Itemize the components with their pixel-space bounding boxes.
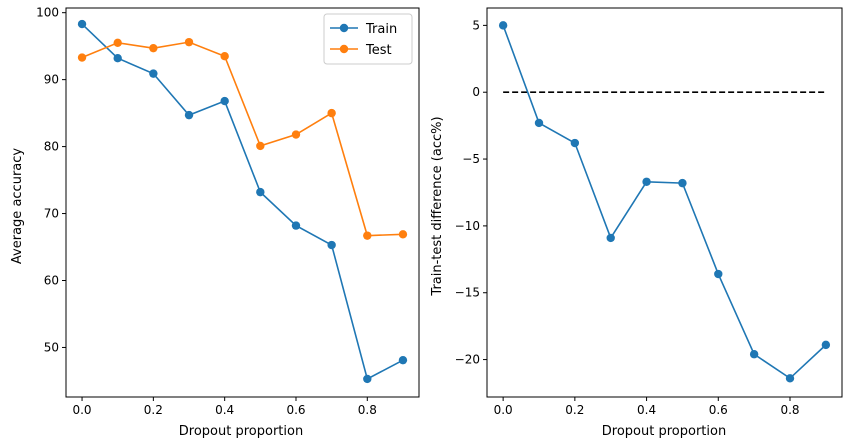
accuracy-x-tick-label: 0.8: [358, 403, 377, 417]
difference-y-tick-label: 5: [472, 18, 480, 32]
accuracy-y-tick-label: 50: [44, 340, 59, 354]
difference-difference-point: [498, 21, 508, 30]
accuracy-y-tick-label: 100: [36, 6, 59, 20]
accuracy-train-point: [184, 110, 194, 120]
difference-difference-point: [642, 177, 651, 186]
accuracy-test-point: [77, 53, 87, 62]
accuracy-train-point: [363, 374, 372, 384]
difference-plot-area: 0.0 0.2 0.4 0.6 0.8 5 0 −5 −10 −15 −20: [455, 7, 843, 417]
accuracy-test-point: [220, 52, 229, 61]
accuracy-train-point: [149, 69, 158, 78]
accuracy-y-tick-label: 70: [44, 207, 59, 221]
difference-y-tick-label: −5: [462, 152, 480, 166]
accuracy-x-tick-label: 0.2: [144, 403, 163, 417]
difference-difference-point: [785, 374, 795, 383]
accuracy-y-tick-label: 60: [44, 274, 59, 288]
accuracy-train-line: [81, 23, 404, 381]
accuracy-x-tick-label: 0.4: [215, 403, 234, 417]
difference-difference-point: [714, 269, 723, 279]
accuracy-train-point: [77, 19, 87, 29]
accuracy-test-point: [327, 108, 336, 118]
difference-x-tick-label: 0.4: [637, 403, 656, 417]
difference-difference-line: [502, 25, 827, 380]
accuracy-plot-area: 0.0 0.2 0.4 0.6 0.8 50 60 70 80 90 100: [36, 6, 420, 417]
accuracy-test-point: [149, 43, 158, 53]
difference-y-tick-label: −10: [455, 219, 480, 233]
accuracy-train-point: [291, 221, 301, 230]
legend-test-label: Test: [365, 43, 392, 58]
difference-difference-point: [821, 340, 831, 350]
accuracy-train-point: [327, 240, 336, 250]
accuracy-legend: Train Test: [323, 13, 413, 65]
difference-y-tick-label: −20: [455, 353, 480, 367]
difference-x-tick-label: 0.6: [709, 403, 728, 417]
accuracy-train-point: [256, 187, 265, 197]
legend-train-label: Train: [365, 22, 397, 37]
difference-difference-point: [534, 118, 544, 128]
accuracy-y-tick-label: 90: [44, 73, 59, 87]
difference-y-tick-label: −15: [455, 286, 480, 300]
accuracy-train-point: [113, 54, 122, 63]
difference-axes-frame: [486, 7, 843, 398]
accuracy-y-axis-label: Average accuracy: [10, 148, 25, 264]
accuracy-train-point: [220, 96, 229, 106]
accuracy-test-point: [291, 130, 301, 139]
accuracy-test-point: [256, 141, 265, 151]
difference-x-tick-label: 0.0: [494, 403, 513, 417]
difference-x-tick-label: 0.2: [565, 403, 584, 417]
accuracy-test-point: [113, 38, 122, 48]
accuracy-x-tick-label: 0.6: [286, 403, 305, 417]
difference-y-tick-label: 0: [472, 85, 480, 99]
difference-difference-point: [570, 138, 580, 148]
accuracy-x-axis-label: Dropout proportion: [179, 424, 303, 439]
difference-difference-point: [606, 233, 615, 243]
difference-difference-point: [678, 178, 687, 188]
legend-train-marker: [339, 23, 349, 33]
accuracy-test-line: [81, 41, 403, 237]
accuracy-test-point: [363, 231, 372, 240]
accuracy-train-point: [398, 355, 408, 365]
difference-y-axis-label: Train-test difference (acc%): [430, 116, 445, 296]
accuracy-axes-frame: [65, 7, 420, 398]
difference-x-axis-label: Dropout proportion: [602, 424, 726, 439]
accuracy-test-point: [184, 37, 194, 47]
accuracy-x-tick-label: 0.0: [72, 403, 91, 417]
accuracy-chart: 0.0 0.2 0.4 0.6 0.8 50 60 70 80 90 100 Dropout pro…: [10, 6, 420, 439]
difference-difference-point: [749, 350, 759, 359]
accuracy-y-tick-label: 80: [44, 140, 59, 154]
difference-chart: 0.0 0.2 0.4 0.6 0.8 5 0 −5 −10 −15 −20 Dropout pro…: [430, 7, 843, 439]
accuracy-test-point: [398, 230, 408, 239]
legend-test-marker: [339, 44, 349, 54]
difference-x-tick-label: 0.8: [780, 403, 799, 417]
